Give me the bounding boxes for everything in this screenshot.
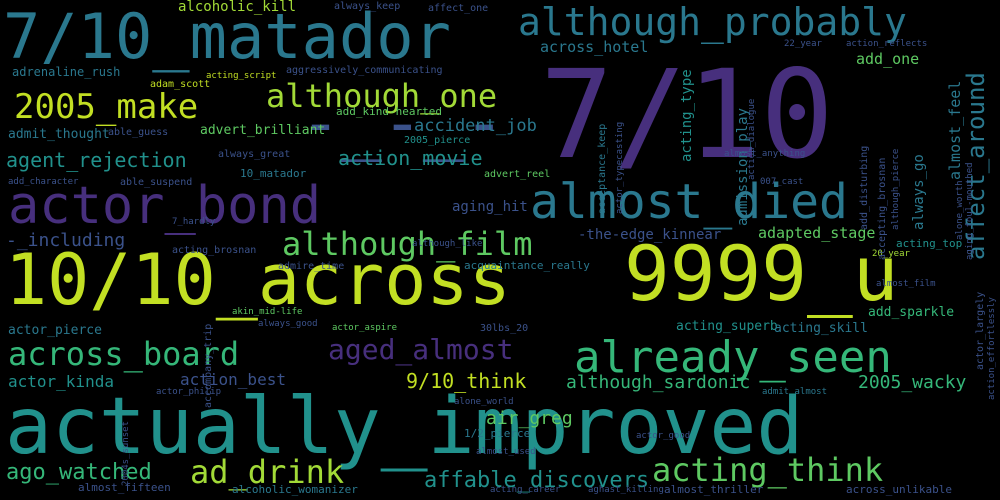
cloud-word: actually_improved xyxy=(5,382,804,472)
cloud-word: 7_hardly xyxy=(172,217,216,227)
cloud-word: alone_worth xyxy=(955,180,965,240)
cloud-word: always_keep xyxy=(334,1,401,12)
cloud-word: across_board xyxy=(8,335,240,373)
cloud-word: ago_watched xyxy=(6,460,152,485)
cloud-word: able_guess xyxy=(108,127,169,138)
cloud-word: 22_year xyxy=(784,39,822,49)
cloud-word: although_probably xyxy=(518,0,907,44)
cloud-word: almost_anything xyxy=(724,149,806,159)
cloud-word: add_one xyxy=(856,50,920,68)
cloud-word: accepting_brosnan xyxy=(877,157,888,260)
cloud-word: advert_brilliant xyxy=(200,123,326,138)
cloud-word: although_pierce xyxy=(891,148,901,230)
cloud-word: 10/10_across xyxy=(5,239,511,321)
cloud-word: affable_discovers xyxy=(424,468,650,493)
cloud-word: actor_typecasting xyxy=(615,121,625,214)
cloud-word: 30lbs_20 xyxy=(480,323,529,334)
cloud-word: almost_thriller xyxy=(664,483,764,496)
cloud-word: 9/10_think xyxy=(406,369,527,393)
cloud-word: almost_film xyxy=(876,279,936,289)
cloud-word: -_including xyxy=(6,230,126,251)
cloud-word: across_hotel xyxy=(540,38,649,56)
cloud-word: air_greg xyxy=(486,408,573,429)
cloud-word: already_seen xyxy=(574,332,892,383)
cloud-word: ad_drink xyxy=(190,453,345,491)
cloud-word: almost_fifteen xyxy=(78,481,171,494)
cloud-word: alcoholic_kill xyxy=(178,0,297,15)
cloud-word: 7/10 xyxy=(540,44,834,186)
cloud-word: add_kind-hearted xyxy=(336,105,442,118)
cloud-word: agent_rejection xyxy=(6,148,187,172)
cloud-word: able_suspend xyxy=(120,177,193,188)
cloud-word: adrenaline_rush xyxy=(12,65,121,79)
cloud-word: although_like xyxy=(412,239,483,249)
cloud-word: across_unlikable xyxy=(846,483,952,496)
cloud-word: actor_pierce xyxy=(8,323,102,338)
cloud-word: action_best xyxy=(180,370,286,389)
cloud-word: although_sardonic xyxy=(566,372,751,393)
cloud-word: 2005_wacky xyxy=(858,372,967,393)
cloud-word: acting_type xyxy=(679,69,695,162)
cloud-word: 9999_u xyxy=(624,229,899,318)
cloud-word: -the-edge_kinnear xyxy=(578,227,722,243)
cloud-word: admit_almost xyxy=(762,387,828,397)
cloud-word: acting_skill xyxy=(774,321,868,336)
cloud-word: actor_aspire xyxy=(332,323,398,333)
cloud-word: always_good xyxy=(258,319,318,329)
cloud-word: admit_thought xyxy=(8,127,110,142)
cloud-word: alone_world xyxy=(454,397,514,407)
cloud-word: 2005_pierce xyxy=(404,135,471,146)
cloud-word: acting_think xyxy=(652,451,884,489)
cloud-word: 20_year xyxy=(872,249,910,259)
cloud-word: 007_cast xyxy=(760,177,804,187)
cloud-word: acting_superb xyxy=(676,319,778,334)
cloud-word: accident_job xyxy=(414,116,537,136)
cloud-word: although_film xyxy=(282,225,533,263)
cloud-word: 1/2_pierce xyxy=(464,427,531,440)
cloud-word: adam_scott xyxy=(150,79,211,90)
cloud-word: aged_almost xyxy=(328,333,514,366)
cloud-word: action_dialogue xyxy=(747,98,757,180)
cloud-word: adapted_stage xyxy=(758,224,876,242)
cloud-word: advert_reel xyxy=(484,169,551,180)
cloud-word: acting_brosnan xyxy=(172,245,257,256)
cloud-word: actor_good xyxy=(636,431,691,441)
cloud-word: almost_died xyxy=(530,174,848,230)
cloud-word: add_character xyxy=(8,177,79,187)
cloud-word: admire_time xyxy=(278,261,345,272)
cloud-word: aghast_killing xyxy=(588,485,664,495)
cloud-word: alcoholic_womanizer xyxy=(232,483,358,496)
cloud-word: although_one xyxy=(266,77,498,115)
cloud-word: add_disturbing xyxy=(859,145,870,230)
cloud-word: acquaintance_really xyxy=(464,259,590,272)
cloud-word: actor_kinda xyxy=(8,372,114,391)
cloud-word: always_go xyxy=(911,154,927,230)
cloud-word: almost_feel xyxy=(946,80,964,180)
cloud-word: always_great xyxy=(218,149,291,160)
cloud-word: akin_mid-life xyxy=(232,307,303,317)
cloud-word: affect_one xyxy=(428,3,489,14)
cloud-word: 2004s_sunset xyxy=(121,420,131,486)
cloud-word: almost_used xyxy=(476,447,536,457)
cloud-word: actor_largely xyxy=(975,291,986,370)
cloud-word: 2005_make xyxy=(14,87,199,127)
cloud-word: add_sparkle xyxy=(868,305,955,320)
cloud-word: acting_script xyxy=(206,71,277,81)
cloud-word: -_-_- xyxy=(300,84,505,163)
cloud-word: action_movie xyxy=(338,146,483,170)
cloud-word: action_reflects xyxy=(846,39,928,49)
cloud-word: actor_philip xyxy=(156,387,222,397)
cloud-word: 10_matador xyxy=(240,167,307,180)
cloud-word: action_effortlessly xyxy=(987,297,997,400)
cloud-word: 7/10_matador xyxy=(3,0,451,73)
cloud-word: aging_hit xyxy=(452,199,528,215)
cloud-word: actor_bond xyxy=(8,176,322,236)
cloud-word: acceptance_keep xyxy=(597,123,608,214)
cloud-word: aging_foul-mouthed xyxy=(965,162,975,260)
cloud-word: acting_top xyxy=(896,237,963,250)
cloud-word: aggressively_communicating xyxy=(286,65,443,76)
cloud-word: acting_career xyxy=(490,485,561,495)
